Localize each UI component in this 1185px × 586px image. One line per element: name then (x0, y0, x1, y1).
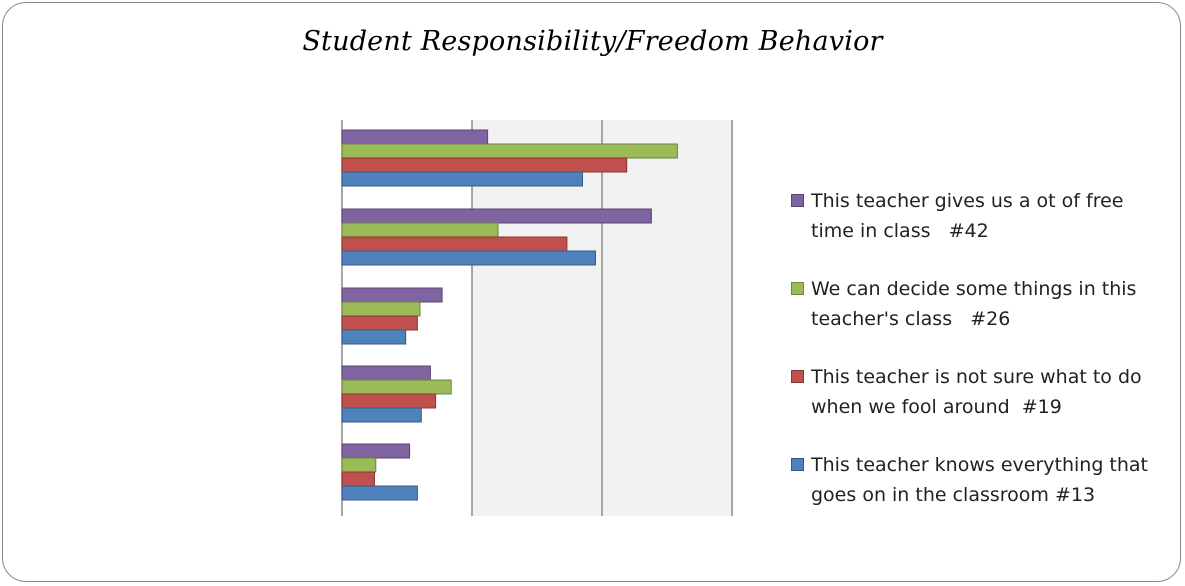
chart-legend: This teacher gives us a ot of free time … (789, 186, 1169, 510)
bar (341, 143, 678, 159)
bar (341, 157, 628, 173)
bar (341, 129, 489, 145)
bar (341, 393, 437, 409)
legend-label: This teacher knows everything that goes … (811, 454, 1155, 506)
bar (341, 315, 418, 331)
bar (341, 236, 568, 252)
legend-item: We can decide some things in this teache… (789, 274, 1169, 334)
legend-item: This teacher knows everything that goes … (789, 450, 1169, 510)
legend-swatch (791, 194, 804, 207)
bar (341, 485, 418, 501)
bar (341, 171, 583, 187)
bar (341, 457, 377, 473)
legend-swatch (791, 458, 804, 471)
bar (341, 329, 407, 345)
bar (341, 379, 452, 395)
bar (341, 208, 652, 224)
legend-swatch (791, 370, 804, 383)
legend-label: This teacher is not sure what to do when… (811, 366, 1148, 418)
bar (341, 301, 421, 317)
bar (341, 407, 422, 423)
bar (341, 365, 431, 381)
legend-item: This teacher is not sure what to do when… (789, 362, 1169, 422)
bar (341, 471, 375, 487)
legend-swatch (791, 282, 804, 295)
bar (341, 222, 499, 238)
legend-label: We can decide some things in this teache… (811, 278, 1143, 330)
bar (341, 443, 411, 459)
legend-item: This teacher gives us a ot of free time … (789, 186, 1169, 246)
chart-title: Student Responsibility/Freedom Behavior (302, 26, 883, 57)
bar (341, 287, 443, 303)
bar (341, 250, 596, 266)
legend-label: This teacher gives us a ot of free time … (811, 190, 1130, 242)
plot-band (602, 120, 732, 516)
